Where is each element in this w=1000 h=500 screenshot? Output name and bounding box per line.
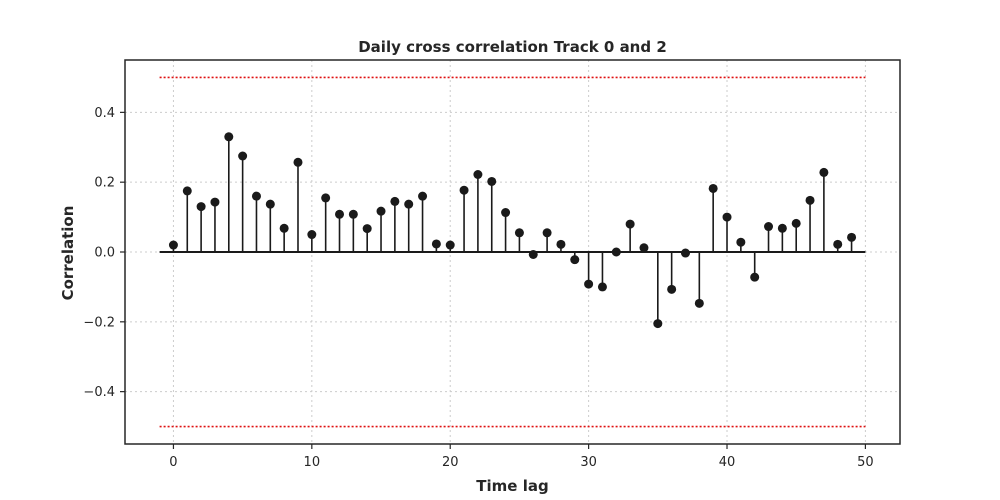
x-tick-label: 10 — [304, 455, 321, 470]
stem-marker — [597, 282, 607, 292]
stem-marker — [736, 237, 746, 247]
confidence-bounds — [159, 76, 866, 428]
stem-marker — [805, 195, 815, 205]
stem-marker — [459, 185, 469, 195]
stem-marker — [694, 298, 704, 308]
stem-marker — [680, 248, 690, 258]
stem-marker — [722, 212, 732, 222]
stem-marker — [321, 193, 331, 203]
stem-marker — [791, 218, 801, 228]
stem-marker — [473, 170, 483, 180]
y-tick-label: −0.4 — [83, 385, 115, 400]
x-tick-label: 50 — [857, 455, 874, 470]
stem-marker — [238, 151, 248, 161]
y-axis-label: Correlation — [59, 206, 77, 301]
stem-marker — [625, 219, 635, 229]
y-tick-label: −0.2 — [83, 315, 115, 330]
x-axis-ticks: 0 10 20 30 40 50 — [169, 444, 874, 470]
stem-marker — [168, 240, 178, 250]
stem-marker — [362, 224, 372, 234]
stems — [172, 136, 853, 324]
stem-marker — [418, 191, 428, 201]
stem-marker — [514, 228, 524, 238]
stem-marker — [764, 222, 774, 232]
stem-marker — [293, 157, 303, 167]
stem-marker — [182, 186, 192, 196]
x-tick-label: 20 — [442, 455, 459, 470]
chart-title: Daily cross correlation Track 0 and 2 — [358, 38, 667, 56]
x-tick-label: 30 — [580, 455, 597, 470]
stem-marker — [819, 167, 829, 177]
stem-marker — [708, 183, 718, 193]
stem-marker — [445, 240, 455, 250]
stem-marker — [307, 230, 317, 240]
x-tick-label: 40 — [719, 455, 736, 470]
stem-marker — [376, 206, 386, 216]
stem-marker — [390, 196, 400, 206]
stem-marker — [404, 199, 414, 209]
stem-marker — [653, 319, 663, 329]
stem-marker — [528, 249, 538, 259]
stem-marker — [348, 209, 358, 219]
stem-marker — [833, 239, 843, 249]
stem-marker — [335, 209, 345, 219]
x-tick-label: 0 — [169, 455, 177, 470]
stem-marker — [224, 132, 234, 142]
stem-marker — [431, 239, 441, 249]
stem-marker — [265, 199, 275, 209]
stem-marker — [542, 228, 552, 238]
stem-marker — [570, 255, 580, 265]
stem-marker — [501, 208, 511, 218]
stem-marker — [556, 239, 566, 249]
y-tick-label: 0.4 — [94, 106, 115, 121]
stem-marker — [196, 202, 206, 212]
stem-marker — [279, 223, 289, 233]
stem-marker — [251, 191, 261, 201]
stem-marker — [584, 279, 594, 289]
x-axis-label: Time lag — [476, 477, 548, 495]
stem-marker — [210, 197, 220, 207]
markers — [168, 132, 857, 329]
y-tick-label: 0.0 — [94, 246, 115, 261]
stem-marker — [777, 223, 787, 233]
y-tick-label: 0.2 — [94, 176, 115, 191]
stem-marker — [639, 243, 649, 253]
stem-marker — [487, 176, 497, 186]
stem-marker — [750, 272, 760, 282]
stem-marker — [847, 232, 857, 242]
y-axis-ticks: −0.4 −0.2 0.0 0.2 0.4 — [83, 106, 125, 400]
stem-marker — [611, 247, 621, 257]
stem-marker — [667, 284, 677, 294]
